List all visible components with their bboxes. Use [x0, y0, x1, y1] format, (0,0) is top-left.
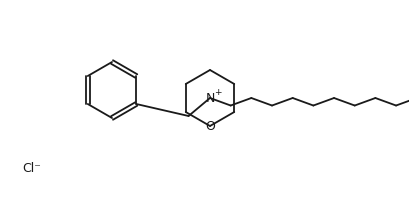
Text: Cl⁻: Cl⁻	[22, 162, 41, 175]
Text: N: N	[205, 92, 214, 104]
Text: O: O	[204, 120, 214, 133]
Text: +: +	[214, 88, 221, 97]
